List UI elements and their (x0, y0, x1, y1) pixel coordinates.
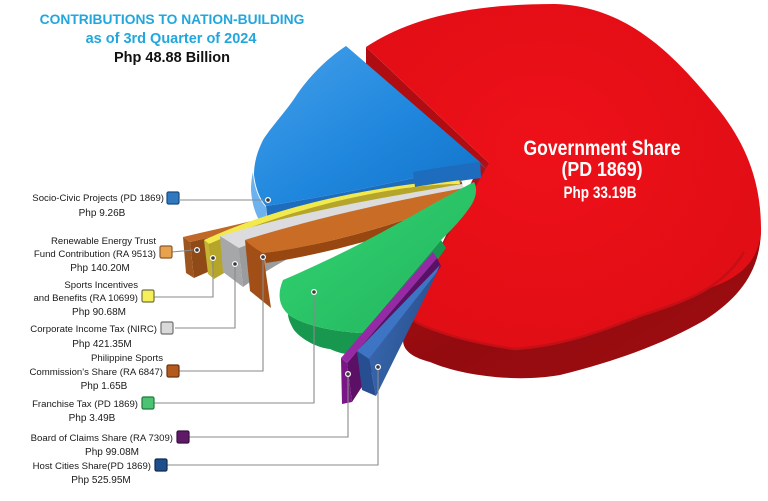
svg-text:and Benefits (RA 10699): and Benefits (RA 10699) (33, 293, 138, 304)
svg-text:Php 140.20M: Php 140.20M (70, 263, 130, 274)
svg-text:Government Share: Government Share (524, 137, 681, 160)
svg-text:Php 525.95M: Php 525.95M (71, 475, 131, 486)
svg-text:Php 9.26B: Php 9.26B (79, 208, 126, 219)
svg-text:Php 90.68M: Php 90.68M (72, 307, 126, 318)
svg-text:Php 99.08M: Php 99.08M (85, 447, 139, 458)
svg-text:Php 48.88 Billion: Php 48.88 Billion (114, 50, 230, 66)
svg-text:Corporate Income Tax (NIRC): Corporate Income Tax (NIRC) (30, 324, 157, 335)
svg-text:CONTRIBUTIONS TO NATION-BUILDI: CONTRIBUTIONS TO NATION-BUILDING (40, 12, 305, 27)
svg-text:(PD 1869): (PD 1869) (562, 158, 643, 181)
svg-text:Php 33.19B: Php 33.19B (564, 183, 637, 202)
svg-text:Board of Claims Share (RA 7309: Board of Claims Share (RA 7309) (31, 433, 173, 444)
svg-text:as of 3rd Quarter of 2024: as of 3rd Quarter of 2024 (86, 31, 257, 47)
svg-text:Sports Incentives: Sports Incentives (64, 280, 138, 291)
svg-text:Philippine Sports: Philippine Sports (91, 353, 163, 364)
svg-text:Commission's Share (RA 6847): Commission's Share (RA 6847) (29, 367, 163, 378)
svg-text:Renewable Energy Trust: Renewable Energy Trust (51, 236, 156, 247)
svg-text:Fund Contribution (RA 9513): Fund Contribution (RA 9513) (34, 249, 156, 260)
svg-text:Socio-Civic Projects (PD 1869): Socio-Civic Projects (PD 1869) (32, 193, 164, 204)
svg-text:Php 421.35M: Php 421.35M (72, 339, 132, 350)
svg-text:Franchise Tax (PD 1869): Franchise Tax (PD 1869) (32, 399, 138, 410)
svg-text:Host Cities Share(PD 1869): Host Cities Share(PD 1869) (33, 461, 151, 472)
svg-text:Php 1.65B: Php 1.65B (81, 381, 128, 392)
svg-text:Php 3.49B: Php 3.49B (69, 413, 116, 424)
